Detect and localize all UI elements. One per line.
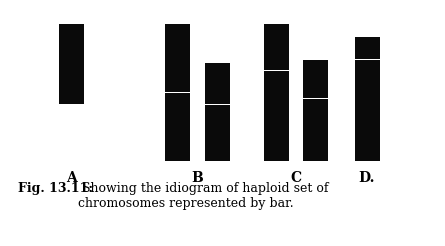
Text: D.: D. (359, 171, 375, 185)
Bar (205, 105, 230, 161)
Text: C: C (290, 171, 301, 185)
Text: B: B (191, 171, 202, 185)
Text: A: A (67, 171, 77, 185)
Bar (355, 37, 380, 59)
Bar (205, 63, 230, 104)
Bar (60, 24, 85, 104)
Bar (165, 24, 190, 92)
Text: Showing the idiogram of haploid set of
chromosomes represented by bar.: Showing the idiogram of haploid set of c… (78, 182, 328, 210)
Bar (165, 93, 190, 161)
Bar (264, 24, 289, 70)
Bar (303, 60, 328, 98)
Bar (355, 60, 380, 161)
Bar (303, 99, 328, 161)
Bar (264, 71, 289, 161)
Text: Fig. 13.11:: Fig. 13.11: (18, 182, 93, 195)
